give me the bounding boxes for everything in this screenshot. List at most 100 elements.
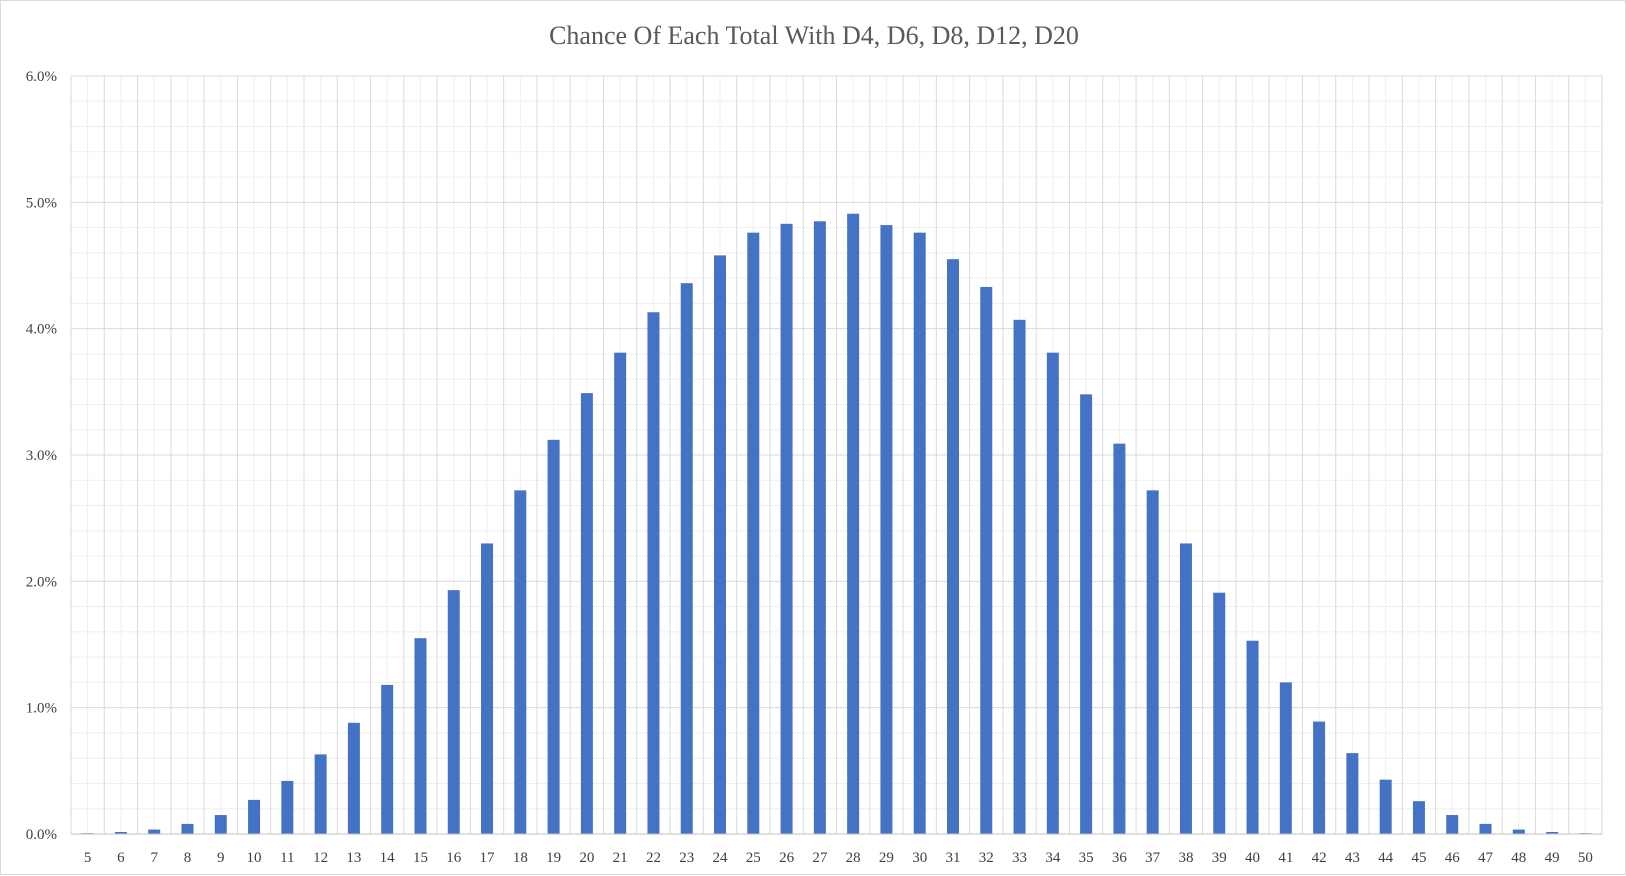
x-tick-label: 27: [812, 850, 828, 866]
x-tick-label: 28: [846, 850, 861, 866]
bar: [1113, 443, 1126, 834]
x-tick-label: 12: [313, 850, 328, 866]
bar: [314, 754, 327, 834]
bar: [647, 312, 660, 834]
bar: [1412, 801, 1425, 834]
bar: [514, 490, 527, 834]
x-tick-label: 15: [413, 850, 428, 866]
x-tick-label: 38: [1178, 850, 1193, 866]
x-tick-label: 35: [1079, 850, 1094, 866]
x-tick-label: 46: [1445, 850, 1461, 866]
x-tick-label: 7: [150, 850, 158, 866]
bar: [1279, 682, 1292, 834]
bar: [114, 831, 127, 834]
y-tick-label: 3.0%: [26, 448, 57, 464]
bar: [1213, 592, 1226, 834]
x-tick-label: 44: [1378, 850, 1394, 866]
bar: [1512, 829, 1525, 834]
x-tick-label: 30: [912, 850, 927, 866]
bar: [1146, 490, 1159, 834]
bar: [1446, 815, 1459, 834]
bar: [847, 213, 860, 834]
bar: [1246, 640, 1259, 834]
x-tick-label: 22: [646, 850, 661, 866]
chart-title: Chance Of Each Total With D4, D6, D8, D1…: [549, 21, 1079, 50]
bar: [614, 352, 627, 834]
x-tick-label: 48: [1511, 850, 1526, 866]
bar: [747, 232, 760, 835]
x-tick-label: 6: [117, 850, 125, 866]
bar: [1013, 319, 1026, 834]
x-tick-label: 33: [1012, 850, 1027, 866]
x-tick-label: 13: [346, 850, 361, 866]
bar: [248, 799, 261, 834]
x-tick-label: 20: [579, 850, 594, 866]
major-gridlines: [70, 75, 1603, 835]
x-tick-label: 11: [280, 850, 294, 866]
y-tick-label: 5.0%: [26, 195, 57, 211]
bar: [913, 232, 926, 835]
bar: [181, 823, 194, 834]
bar: [980, 286, 993, 834]
bar: [1313, 721, 1326, 834]
x-tick-label: 40: [1245, 850, 1260, 866]
x-tick-label: 29: [879, 850, 894, 866]
x-tick-label: 34: [1045, 850, 1061, 866]
bar: [680, 283, 693, 835]
x-tick-label: 9: [217, 850, 225, 866]
bar: [148, 829, 161, 834]
bar: [813, 221, 826, 835]
x-tick-label: 31: [945, 850, 960, 866]
x-tick-label: 37: [1145, 850, 1161, 866]
bar: [447, 590, 460, 834]
bar: [214, 815, 227, 834]
bar: [880, 225, 893, 834]
x-tick-label: 21: [613, 850, 628, 866]
x-tick-label: 47: [1478, 850, 1494, 866]
bar: [381, 684, 394, 834]
x-tick-label: 10: [247, 850, 262, 866]
bar: [1046, 352, 1059, 834]
bar: [481, 543, 494, 834]
x-tick-label: 43: [1345, 850, 1360, 866]
y-tick-label: 4.0%: [26, 322, 57, 338]
x-tick-label: 14: [380, 850, 396, 866]
x-tick-label: 8: [184, 850, 192, 866]
bar-series: [81, 213, 1592, 835]
x-tick-label: 49: [1545, 850, 1560, 866]
x-tick-label: 23: [679, 850, 694, 866]
x-tick-label: 50: [1578, 850, 1593, 866]
bar: [1546, 831, 1559, 834]
bar: [414, 638, 427, 834]
bar: [547, 439, 560, 834]
bar: [1080, 394, 1093, 834]
x-tick-label: 26: [779, 850, 795, 866]
x-tick-label: 39: [1212, 850, 1227, 866]
bar: [580, 393, 593, 834]
x-tick-label: 24: [713, 850, 729, 866]
bar: [1346, 753, 1359, 834]
x-tick-label: 16: [446, 850, 462, 866]
y-tick-label: 0.0%: [26, 827, 57, 843]
x-tick-label: 41: [1278, 850, 1293, 866]
bar: [1179, 543, 1192, 834]
x-tick-label: 19: [546, 850, 561, 866]
x-tick-label: 45: [1411, 850, 1426, 866]
y-axis: 0.0% 1.0% 2.0% 3.0% 4.0% 5.0% 6.0%: [26, 69, 57, 843]
bar: [946, 259, 959, 834]
x-tick-label: 17: [480, 850, 496, 866]
bar: [347, 722, 360, 834]
y-tick-label: 2.0%: [26, 574, 57, 590]
x-tick-label: 32: [979, 850, 994, 866]
x-axis: 5 6 7 8 9 10 11 12 13 14 15 16 17 18 19 20 21 22 23 24 25 26 2…: [71, 833, 1602, 866]
x-tick-label: 42: [1312, 850, 1327, 866]
x-tick-label: 25: [746, 850, 761, 866]
x-tick-label: 18: [513, 850, 528, 866]
bar: [1479, 823, 1492, 834]
bar: [281, 780, 294, 834]
x-tick-label: 36: [1112, 850, 1128, 866]
bar: [714, 255, 727, 835]
y-tick-label: 6.0%: [26, 69, 57, 85]
